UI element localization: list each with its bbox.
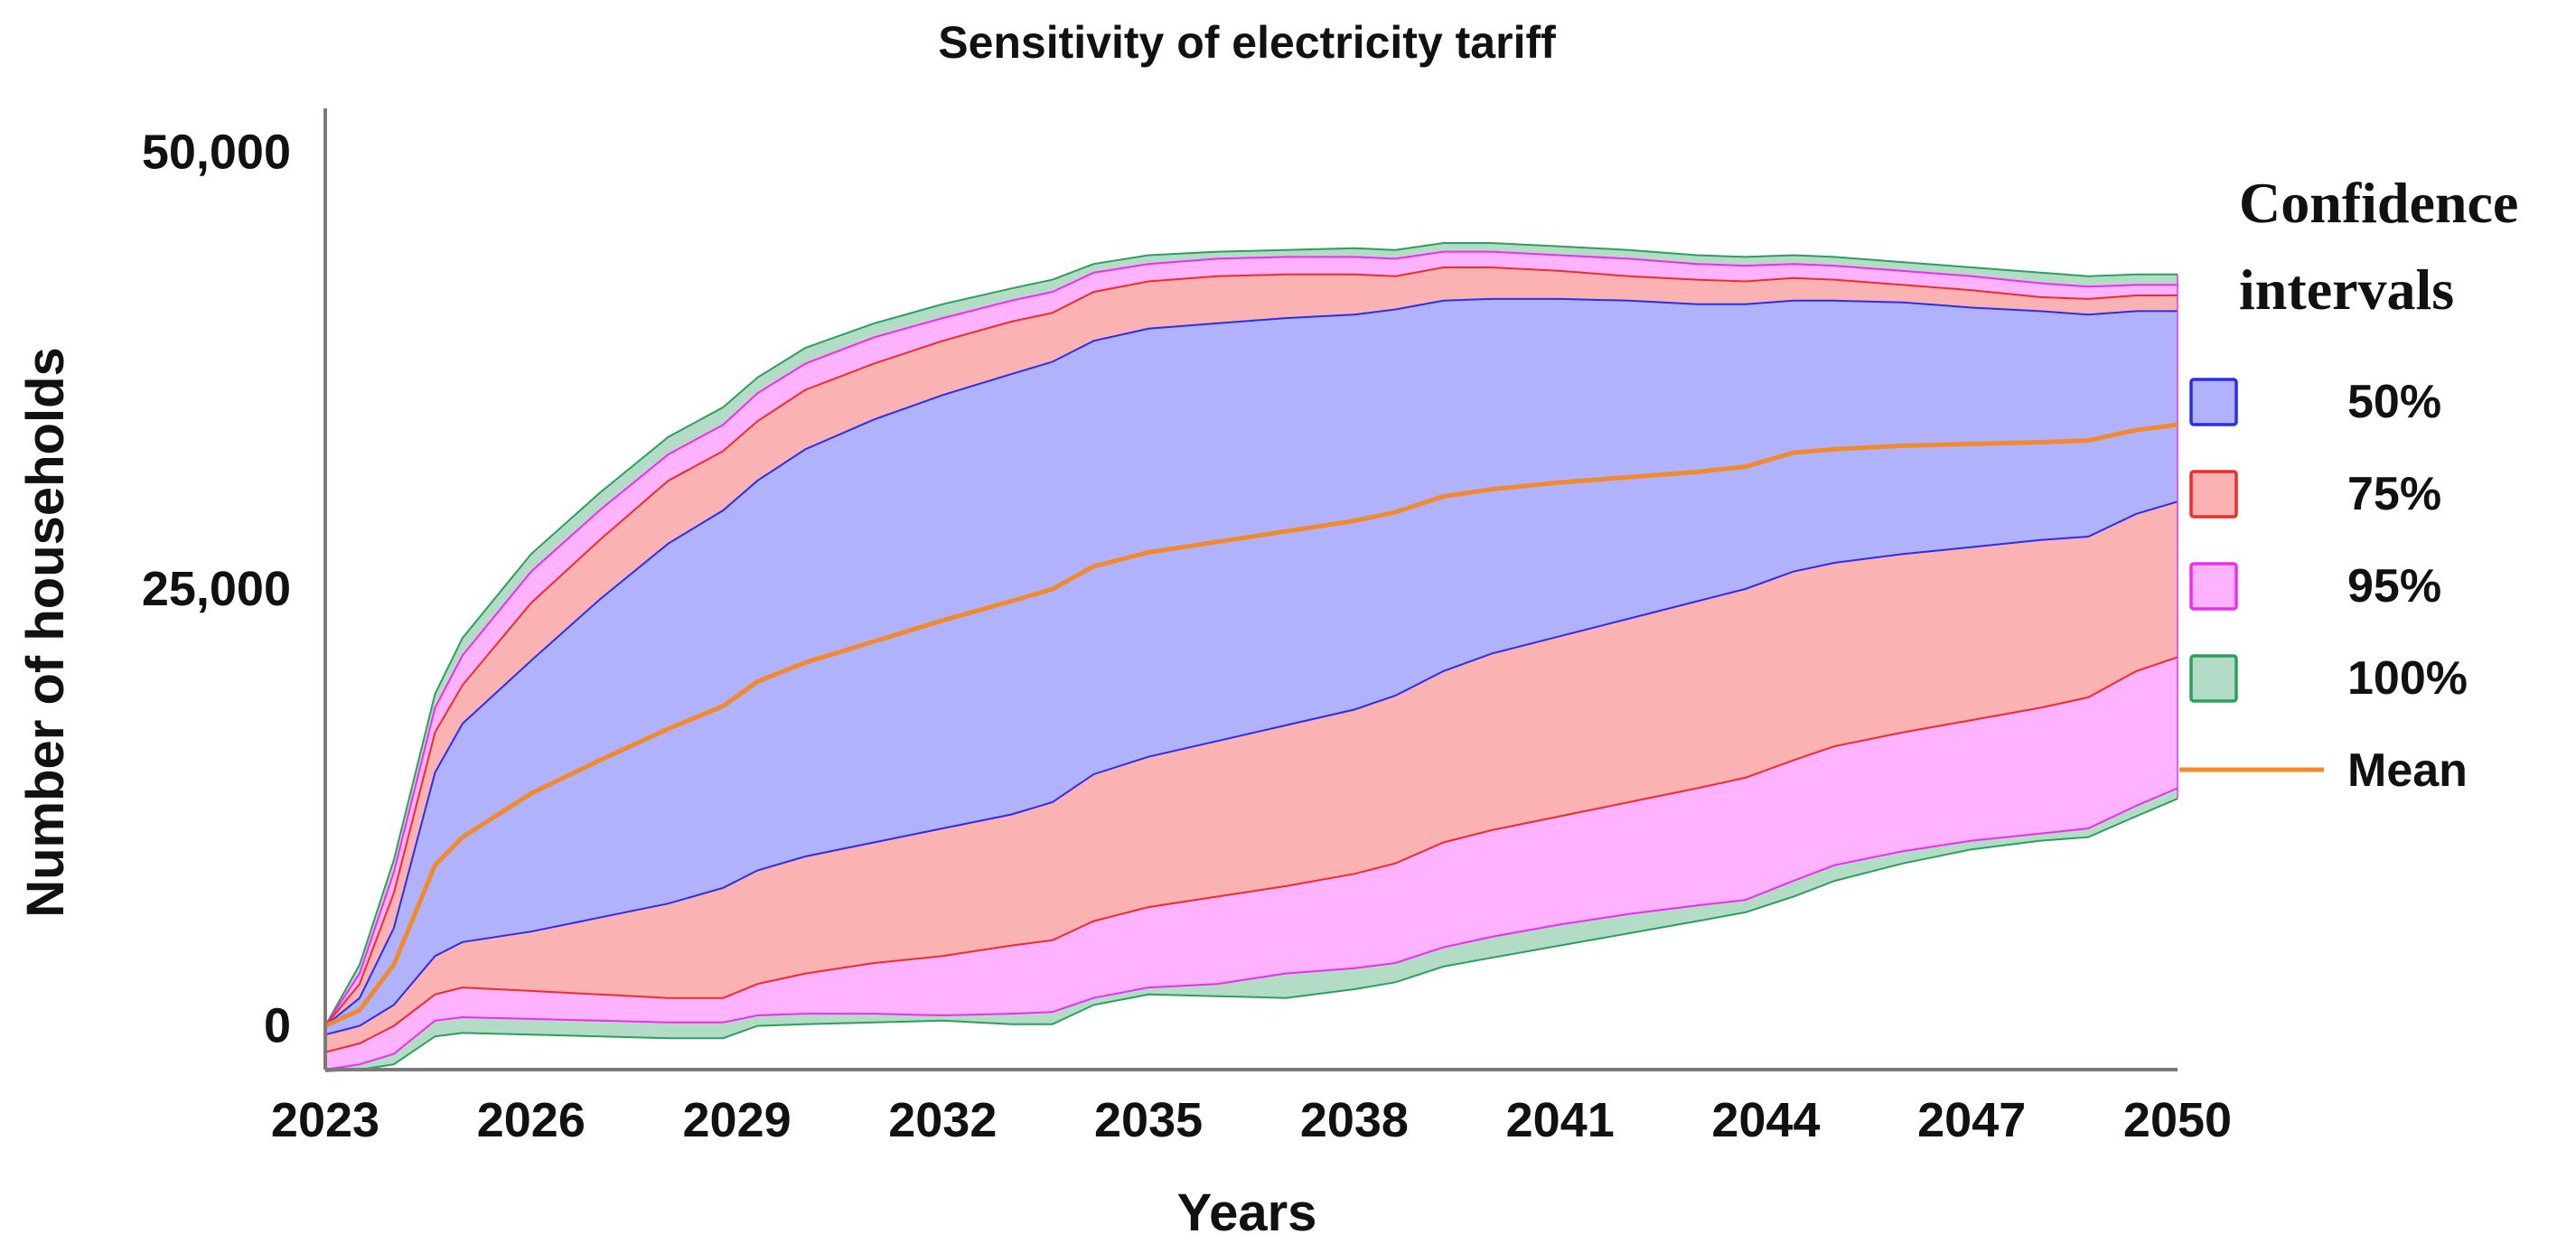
x-tick-label: 2032 [888,1093,997,1147]
legend-title-line1: Confidence [2239,171,2518,235]
mean-line [323,422,2178,1028]
x-tick-label: 2023 [271,1093,379,1147]
edge-95-lower [324,787,2178,1071]
edge-95-upper [324,250,2178,1027]
x-tick-label: 2038 [1300,1093,1409,1147]
y-tick-labels: 0 25,000 50,000 [142,125,291,1052]
x-tick-label: 2041 [1506,1093,1615,1147]
y-axis-label: Number of households [16,347,75,918]
legend-label-50: 50% [2347,376,2441,428]
edge-75-lower [324,656,2178,1053]
chart-title: Sensitivity of electricity tariff [938,17,1556,68]
y-tick-label: 50,000 [142,125,291,179]
x-tick-label: 2035 [1094,1093,1203,1147]
edge-50-upper [324,297,2178,1027]
x-tick-label: 2044 [1711,1093,1820,1147]
x-tick-label: 2029 [683,1093,792,1147]
x-tick-label: 2050 [2123,1093,2232,1147]
x-axis-label: Years [1177,1183,1317,1242]
legend-label-95: 95% [2347,560,2441,612]
x-tick-label: 2026 [477,1093,585,1147]
legend-label-mean: Mean [2347,744,2468,797]
band-75-upper [325,267,2178,1026]
band-50 [325,298,2178,1035]
band-75-lower [325,501,2178,1052]
legend-swatch-50 [2189,378,2238,426]
legend-label-75: 75% [2347,468,2441,520]
y-tick-label: 25,000 [142,562,291,616]
confidence-bands [324,242,2178,1072]
legend: Confidence intervals 50% 75% 95% 100% Me… [2179,171,2518,797]
x-tick-label: 2047 [1917,1093,2026,1147]
band-95-lower [325,657,2178,1070]
edge-75-upper [324,266,2178,1027]
legend-swatch-100 [2189,654,2238,703]
edge-50-lower [324,500,2178,1036]
legend-label-100: 100% [2347,652,2468,705]
y-tick-label: 0 [264,999,291,1053]
x-tick-labels: 2023 2026 2029 2032 2035 2038 2041 2044 2047 2050 [271,1093,2232,1147]
edge-100-lower [324,798,2178,1072]
legend-swatch-95 [2189,562,2238,611]
legend-swatch-75 [2189,470,2238,519]
edge-100-upper [324,242,2178,1027]
legend-title-line2: intervals [2239,257,2454,322]
